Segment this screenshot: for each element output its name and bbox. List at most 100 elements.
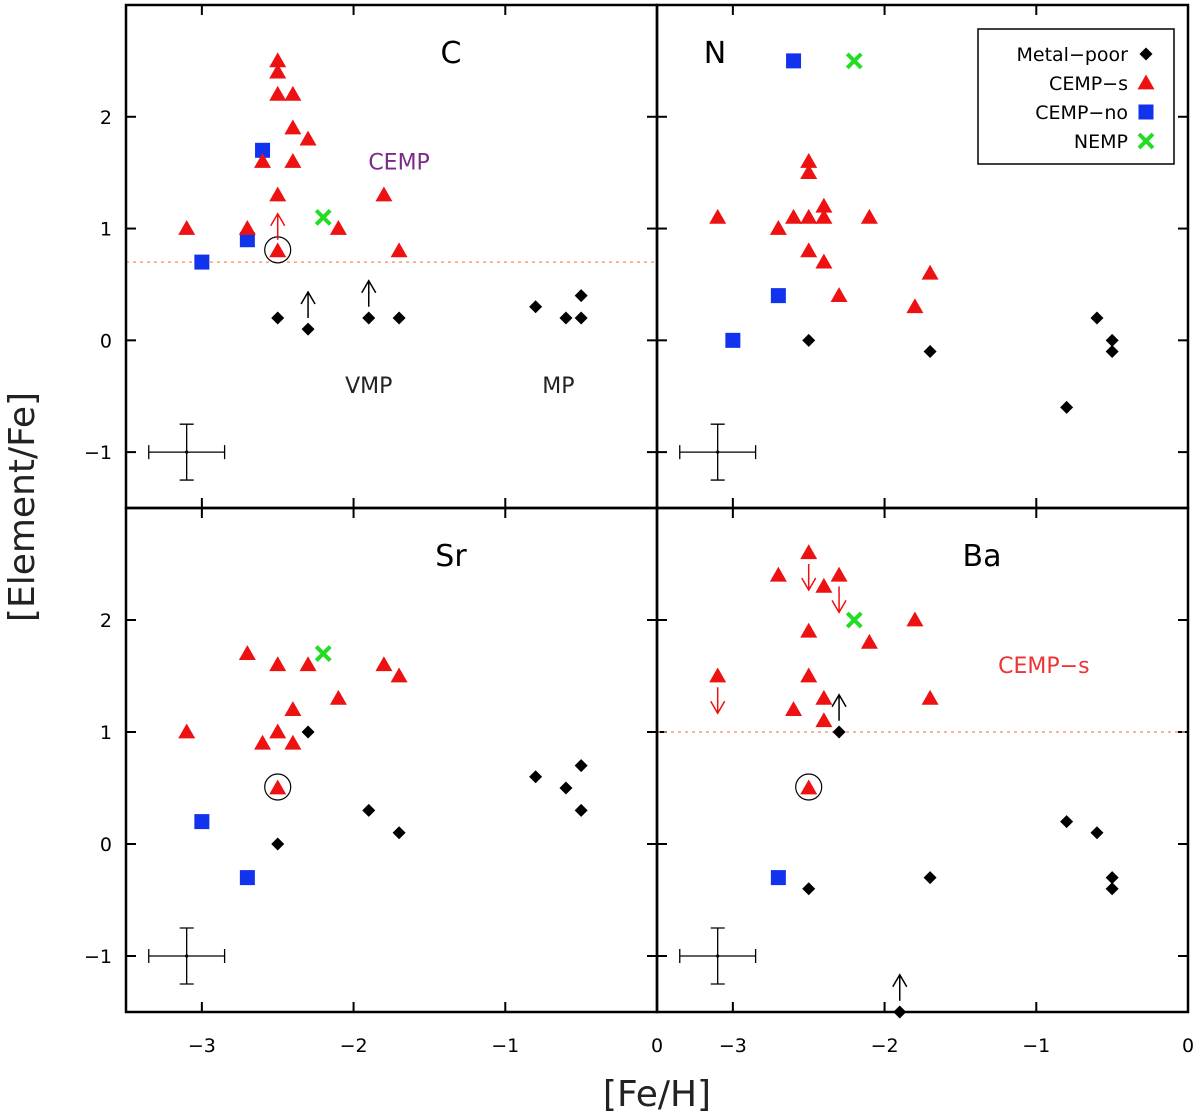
panels-layer: −1 0 1 2 C CEMP VMP MP N −1 0 1 2 −3 −2 −1 0 Sr −3 −2 −1 0 Ba C… [84, 3, 1194, 1057]
data-point-cemp-no [194, 254, 210, 270]
data-point-cemp-s [269, 242, 287, 258]
data-point-cemp-s [815, 253, 833, 269]
data-point-cemp-s [284, 85, 302, 101]
data-point-cemp-s [921, 689, 939, 705]
data-point-cemp-s [815, 197, 833, 213]
data-point-cemp-s [329, 689, 347, 705]
highlight-circle [264, 773, 292, 801]
data-point-metal-poor [271, 311, 285, 325]
panel-label-n: N [704, 36, 726, 71]
legend-label: CEMP−s [1049, 73, 1128, 95]
data-point-cemp-s [800, 152, 818, 168]
data-point-cemp-s [390, 667, 408, 683]
data-point-cemp-s [800, 242, 818, 258]
legend-label: NEMP [1074, 131, 1128, 153]
data-point-cemp-s [709, 208, 727, 224]
y-tick-label: 0 [100, 330, 112, 352]
data-point-cemp-s [254, 734, 272, 750]
data-point-cemp-s [254, 152, 272, 168]
data-point-metal-poor [1105, 345, 1119, 359]
y-tick-label: 2 [100, 107, 112, 129]
data-point-cemp-s [709, 667, 727, 683]
data-point-metal-poor [574, 311, 588, 325]
data-point-cemp-s [815, 712, 833, 728]
limit-arrow [270, 212, 286, 240]
y-tick-label: 1 [100, 722, 112, 744]
x-tick-label: 0 [1182, 1035, 1194, 1057]
limit-arrow [801, 564, 817, 592]
data-point-metal-poor [574, 289, 588, 303]
data-point-metal-poor [1060, 400, 1074, 414]
data-point-metal-poor [362, 803, 376, 817]
data-point-metal-poor [362, 311, 376, 325]
data-point-cemp-no [239, 232, 255, 248]
panel-frame [655, 506, 1190, 1014]
data-point-cemp-s [800, 164, 818, 180]
error-bar-center [185, 450, 189, 454]
data-point-metal-poor [574, 759, 588, 773]
data-point-cemp-s [800, 544, 818, 560]
data-point-cemp-s [269, 63, 287, 79]
data-point-cemp-s [269, 85, 287, 101]
data-point-cemp-s [284, 119, 302, 135]
data-point-metal-poor [923, 345, 937, 359]
x-tick-label: −2 [340, 1035, 368, 1057]
x-tick-label: 0 [651, 1035, 663, 1057]
data-point-cemp-s [238, 645, 256, 660]
limit-arrow [361, 279, 377, 307]
data-point-metal-poor [1090, 826, 1104, 840]
data-point-cemp-s [269, 656, 287, 672]
data-point-metal-poor [559, 781, 573, 795]
limit-arrow [831, 586, 847, 614]
region-label: MP [542, 374, 574, 399]
y-tick-label: 0 [100, 834, 112, 856]
data-point-cemp-s [178, 220, 196, 235]
y-tick-label: 1 [100, 219, 112, 241]
panel-c: −1 0 1 2 C CEMP VMP MP [84, 3, 659, 510]
data-point-cemp-s [375, 656, 393, 672]
panel-ba: −3 −2 −1 0 Ba CEMP−s [655, 506, 1194, 1057]
data-point-nemp [314, 208, 332, 226]
data-point-cemp-s [269, 723, 287, 739]
panel-n: N [655, 3, 1190, 510]
legend-marker-metal-poor [1139, 47, 1153, 61]
data-point-cemp-no [770, 288, 786, 304]
panel-sr: −1 0 1 2 −3 −2 −1 0 Sr [84, 506, 663, 1057]
data-point-cemp-s [830, 566, 848, 582]
data-point-nemp [845, 52, 863, 70]
data-point-cemp-s [375, 186, 393, 202]
data-point-metal-poor [923, 871, 937, 885]
data-point-metal-poor [1060, 815, 1074, 829]
data-point-cemp-no [786, 53, 802, 69]
legend-label: CEMP−no [1035, 102, 1128, 124]
error-bar-center [716, 450, 720, 454]
panel-label-sr: Sr [435, 539, 467, 574]
data-point-metal-poor [1105, 871, 1119, 885]
data-point-metal-poor [529, 300, 543, 314]
data-point-cemp-s [815, 208, 833, 224]
panel-frame [124, 506, 659, 1014]
limit-arrow [892, 973, 908, 1001]
data-point-cemp-s [906, 298, 924, 314]
legend-marker-cemp-s [1137, 74, 1155, 90]
data-point-cemp-s [800, 779, 818, 795]
data-point-cemp-s [815, 689, 833, 705]
data-point-cemp-no [239, 870, 255, 886]
data-point-cemp-no [770, 870, 786, 886]
data-point-metal-poor [574, 803, 588, 817]
data-point-cemp-s [769, 566, 787, 582]
data-point-metal-poor [1090, 311, 1104, 325]
data-point-cemp-s [284, 152, 302, 168]
y-axis-title: [Element/Fe] [2, 392, 43, 622]
data-point-metal-poor [392, 311, 406, 325]
data-point-cemp-s [785, 208, 803, 224]
y-tick-label: −1 [84, 946, 112, 968]
data-point-metal-poor [802, 882, 816, 896]
panel-label-c: C [441, 36, 462, 71]
data-point-cemp-s [329, 220, 347, 235]
error-bar-center [716, 954, 720, 958]
highlight-circle [795, 773, 823, 801]
data-point-metal-poor [271, 837, 285, 851]
limit-arrow [831, 693, 847, 721]
